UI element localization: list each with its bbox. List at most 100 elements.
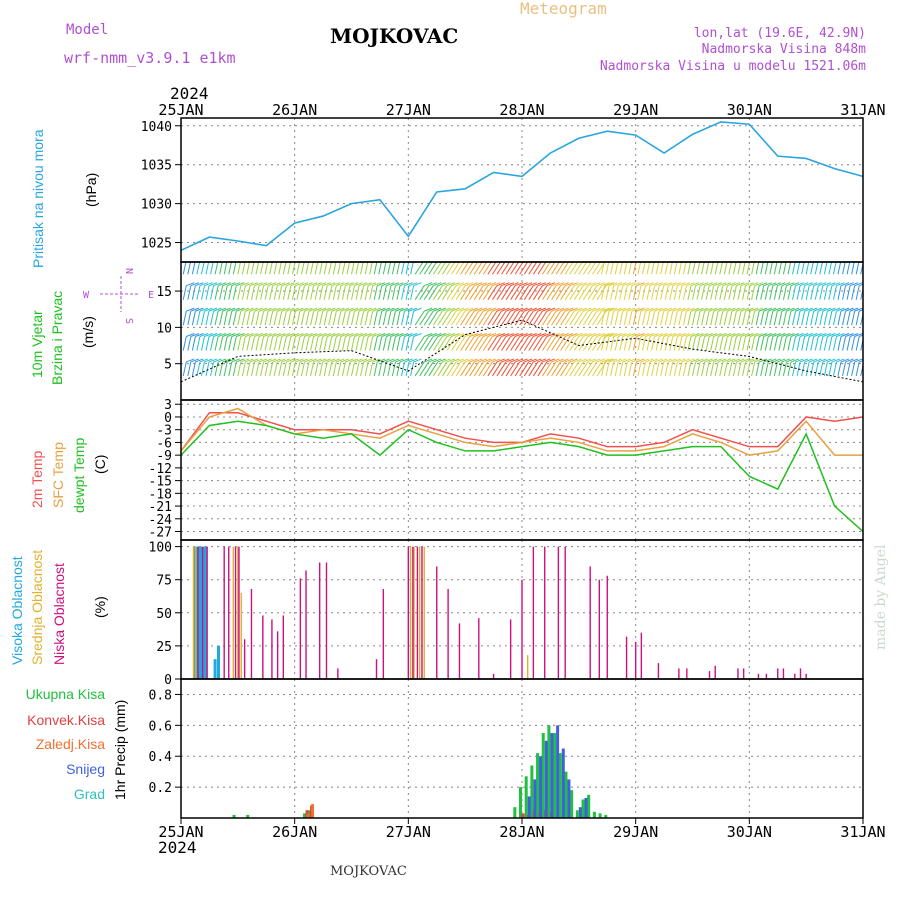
wind-barb-flag — [836, 257, 844, 260]
wind-barb — [742, 336, 747, 351]
wind-barb — [269, 285, 274, 300]
temp-unit: (C) — [92, 455, 108, 474]
wind-barb-flag — [191, 257, 199, 260]
wind-barb-flag — [501, 257, 509, 260]
wind-barb — [682, 311, 687, 326]
wind-barb — [364, 285, 369, 300]
wind-barb — [705, 311, 710, 326]
wind-barb — [523, 361, 534, 377]
dewpoint-line — [180, 420, 864, 533]
wind-barb — [210, 285, 215, 300]
wind-barb-flag — [836, 358, 845, 363]
wind-barb-flag — [433, 307, 442, 312]
wind-barb-flag — [763, 282, 772, 287]
x-tick-label-top: 25JAN — [158, 101, 203, 119]
wind-barb-flag — [501, 358, 510, 363]
wind-barb — [514, 336, 525, 351]
wind-barb-flag — [399, 358, 409, 363]
wind-barb-flag — [560, 307, 569, 312]
wind-barb — [787, 361, 792, 377]
wind-barb-flag — [263, 333, 272, 337]
rain-bar — [553, 733, 557, 818]
wind-barb — [714, 361, 719, 377]
wind-barb-flag — [622, 307, 631, 312]
wind-barb — [769, 285, 774, 300]
wind-barb — [291, 336, 296, 351]
wind-barb-flag — [423, 307, 433, 312]
wind-barb — [851, 285, 856, 300]
wind-barb — [678, 361, 683, 377]
wind-barb — [714, 336, 719, 351]
wind-barb — [582, 336, 593, 351]
wind-barb-flag — [236, 282, 245, 287]
freezing-bar — [306, 813, 310, 818]
wind-barb-flag — [372, 282, 381, 287]
wind-barb-flag — [363, 333, 372, 337]
wind-barb-flag — [217, 358, 227, 363]
wind-barb-flag — [587, 307, 597, 312]
wind-barb — [473, 336, 484, 351]
wind-barb-flag — [483, 257, 491, 260]
wind-barb — [442, 336, 452, 351]
wind-barb-flag — [690, 307, 700, 312]
wind-barb — [341, 285, 346, 300]
wind-barb — [792, 336, 797, 351]
wind-barb — [569, 336, 580, 351]
wind-barb-flag — [254, 333, 263, 337]
wind-barb-flag — [677, 257, 685, 260]
wind-barb-flag — [367, 333, 377, 337]
wind-barb-flag — [286, 257, 294, 260]
wind-barb — [551, 310, 561, 326]
wind-barb — [796, 336, 801, 351]
wind-barb-flag — [473, 333, 483, 337]
wind-barb-flag — [446, 333, 456, 337]
wind-barb-flag — [686, 257, 694, 260]
wind-barb-flag — [514, 358, 524, 363]
wind-barb — [428, 310, 439, 326]
wind-barb-flag — [560, 358, 569, 363]
compass-s: S — [123, 318, 134, 324]
wind-barb-flag — [618, 333, 627, 337]
wind-barb-flag — [727, 307, 736, 312]
wind-barb-flag — [263, 358, 272, 363]
wind-barb-flag — [511, 257, 519, 260]
wind-barb-flag — [604, 307, 613, 312]
wind-barb-flag — [249, 282, 259, 287]
wind-barb-flag — [592, 358, 601, 363]
wind-barb — [682, 285, 687, 300]
wind-barb-flag — [478, 333, 487, 337]
wind-barb-flag — [381, 307, 390, 312]
wind-barb-flag — [596, 282, 606, 287]
wind-barb-flag — [492, 282, 501, 287]
wind-barb — [246, 285, 251, 300]
model-label: Model — [66, 22, 108, 38]
wind-barb-flag — [705, 257, 713, 260]
wind-barb-flag — [386, 257, 394, 260]
wind-barb-flag — [813, 358, 822, 363]
wind-barb-flag — [345, 333, 354, 337]
wind-barb — [300, 311, 305, 326]
wind-barb-flag — [845, 307, 854, 312]
wind-barb — [287, 336, 292, 351]
x-tick-label-bottom: 29JAN — [613, 823, 658, 841]
wind-barb — [346, 361, 351, 377]
wind-barb — [769, 361, 774, 377]
wind-barb-flag — [754, 282, 763, 287]
wind-barb-flag — [587, 333, 597, 337]
wind-barb — [655, 285, 660, 300]
wind-barb-flag — [227, 307, 236, 312]
wind-barb — [355, 336, 360, 351]
wind-barb — [723, 311, 728, 326]
wind-barb — [496, 285, 507, 300]
wind-barb-flag — [700, 257, 708, 260]
wind-barb-flag — [772, 307, 781, 312]
wind-barb-flag — [659, 257, 667, 260]
wind-barb — [601, 336, 606, 351]
wind-barb-flag — [208, 282, 218, 287]
wind-barb — [210, 311, 215, 326]
wind-barb-flag — [818, 307, 827, 312]
wind-barb-flag — [519, 307, 528, 312]
wind-barb — [705, 336, 710, 351]
wind-barb — [851, 311, 856, 326]
wind-barb-flag — [331, 333, 340, 337]
